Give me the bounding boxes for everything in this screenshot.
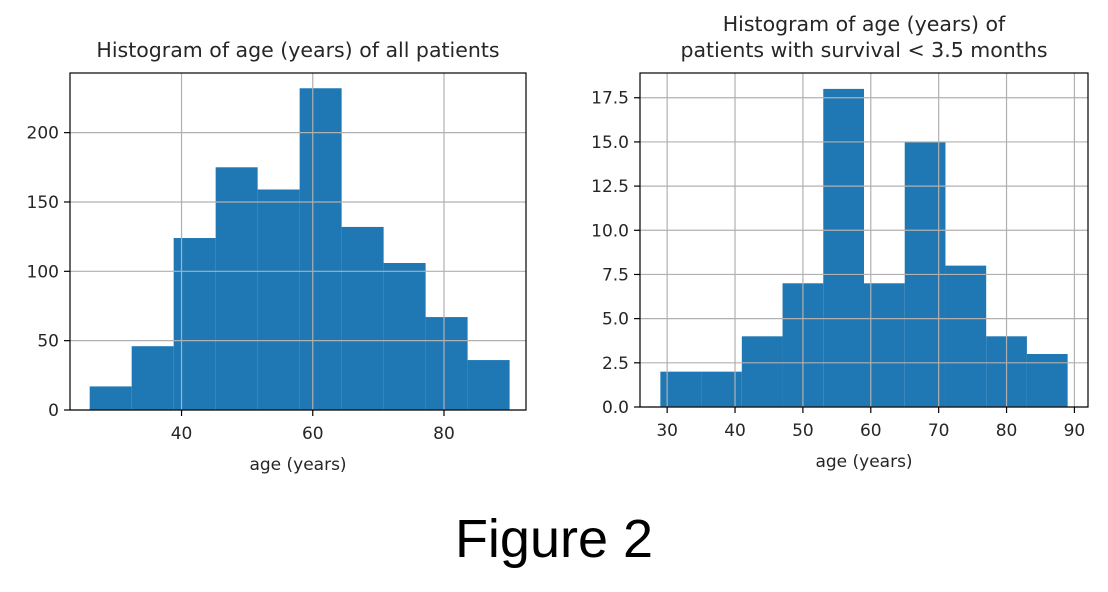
y-tick-label: 200 [27, 124, 59, 144]
figure: 40 60 80 0 50 100 150 200 Histogram of age (year… [27, 12, 1089, 475]
y-tick-label: 50 [37, 332, 59, 352]
x-tick-label: 80 [996, 421, 1018, 441]
x-tick-label: 90 [1064, 421, 1086, 441]
y-tick-label: 17.5 [591, 89, 629, 109]
plot-frame [69, 72, 527, 411]
figure-caption: Figure 2 [454, 509, 654, 569]
x-tick-label: 60 [860, 421, 882, 441]
x-tick-label: 70 [928, 421, 950, 441]
histogram-bar [467, 360, 510, 410]
y-tick-label: 5.0 [602, 310, 629, 330]
histogram-bar [299, 88, 342, 411]
y-tick-label: 7.5 [602, 265, 629, 285]
histogram-bar [660, 371, 702, 407]
x-axis-label: age (years) [815, 452, 912, 472]
histogram-short-survival: 30 40 50 60 70 80 90 0.0 2.5 5.0 7.5 10.0 12.5 15.0 17… [591, 12, 1089, 472]
histogram-bar [131, 346, 174, 410]
x-tick-label: 60 [302, 424, 324, 444]
histogram-bar [425, 317, 468, 410]
y-tick-label: 100 [27, 262, 59, 282]
histogram-bar [341, 226, 384, 410]
histogram-bar [1026, 353, 1068, 407]
y-tick-label: 2.5 [602, 354, 629, 374]
x-tick-label: 40 [171, 424, 193, 444]
histogram-bar [257, 189, 300, 410]
x-tick-label: 40 [724, 421, 746, 441]
y-tick-label: 12.5 [591, 177, 629, 197]
histogram-bar [823, 88, 864, 408]
chart-title: Histogram of age (years) of all patients [96, 38, 499, 62]
histogram-bar [864, 283, 905, 407]
histogram-bar [383, 262, 426, 410]
histogram-bar [945, 265, 987, 407]
x-tick-label: 50 [792, 421, 814, 441]
chart-title: patients with survival < 3.5 months [680, 38, 1047, 62]
y-tick-label: 15.0 [591, 133, 629, 153]
chart-title: Histogram of age (years) of [723, 12, 1006, 36]
plot-frame [639, 72, 1089, 408]
x-tick-label: 80 [433, 424, 455, 444]
histogram-bar [89, 386, 132, 410]
y-tick-label: 150 [27, 193, 59, 213]
x-axis-label: age (years) [249, 455, 346, 475]
histogram-all-patients: 40 60 80 0 50 100 150 200 Histogram of age (year… [27, 38, 527, 475]
x-tick-label: 30 [656, 421, 678, 441]
y-tick-label: 0.0 [602, 398, 629, 418]
histogram-bar [173, 238, 216, 410]
y-tick-label: 10.0 [591, 221, 629, 241]
histogram-bar [741, 336, 783, 407]
histogram-bar [701, 371, 742, 407]
y-tick-label: 0 [48, 401, 59, 421]
histogram-bar [215, 167, 258, 410]
